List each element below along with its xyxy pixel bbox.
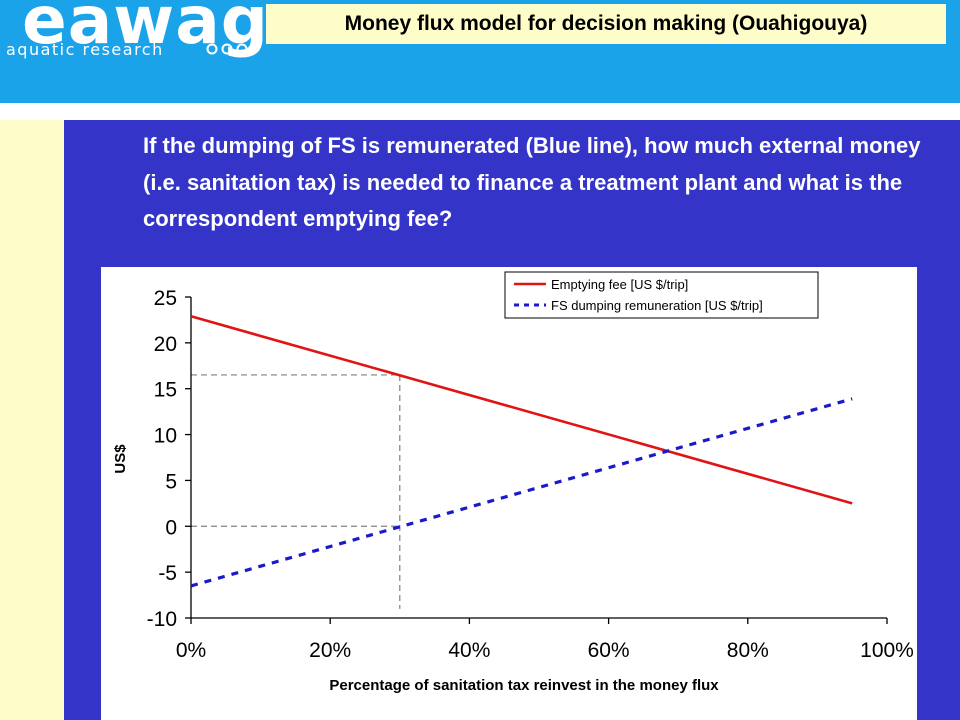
y-tick-label: -5 bbox=[158, 562, 177, 585]
y-tick-label: -10 bbox=[147, 608, 177, 631]
x-tick-label: 80% bbox=[727, 639, 769, 662]
slide-title: Money flux model for decision making (Ou… bbox=[266, 4, 946, 44]
x-axis-title: Percentage of sanitation tax reinvest in… bbox=[329, 677, 719, 694]
line-chart: 25 20 15 10 5 0 -5 -10 0% 20% 40% 60% 80% 100% US$ Pe… bbox=[112, 271, 914, 694]
y-tick-label: 0 bbox=[165, 516, 177, 539]
y-tick-label: 5 bbox=[165, 470, 177, 493]
series-line-emptying-fee bbox=[190, 315, 853, 505]
y-tick-label: 10 bbox=[154, 425, 177, 448]
x-tick-label: 20% bbox=[309, 639, 351, 662]
x-tick-label: 100% bbox=[860, 639, 914, 662]
legend-label-remuneration: FS dumping remuneration [US $/trip] bbox=[551, 298, 763, 313]
chart-panel: 25 20 15 10 5 0 -5 -10 0% 20% 40% 60% 80% 100% US$ Pe… bbox=[101, 267, 917, 720]
x-tick-label: 40% bbox=[448, 639, 490, 662]
eawag-logo-subtitle: aquatic research bbox=[6, 40, 164, 59]
series-line-remuneration bbox=[190, 397, 853, 588]
legend-box bbox=[504, 271, 819, 319]
x-tick-label: 0% bbox=[176, 639, 206, 662]
y-tick-label: 15 bbox=[154, 379, 177, 402]
y-axis-title: US$ bbox=[112, 444, 129, 474]
x-tick-label: 60% bbox=[588, 639, 630, 662]
left-sidebar-band bbox=[0, 120, 64, 720]
header-bar: eawag aquatic research Money flux model … bbox=[0, 0, 960, 103]
question-text: If the dumping of FS is remunerated (Blu… bbox=[143, 133, 921, 231]
legend-label-emptying-fee: Emptying fee [US $/trip] bbox=[551, 277, 688, 292]
logo-circles-icon bbox=[206, 43, 248, 55]
y-tick-label: 20 bbox=[154, 333, 177, 356]
eawag-logo-word: eawag bbox=[22, 0, 270, 59]
y-tick-label: 25 bbox=[154, 287, 177, 310]
chart-legend: Emptying fee [US $/trip] FS dumping remu… bbox=[504, 271, 819, 319]
